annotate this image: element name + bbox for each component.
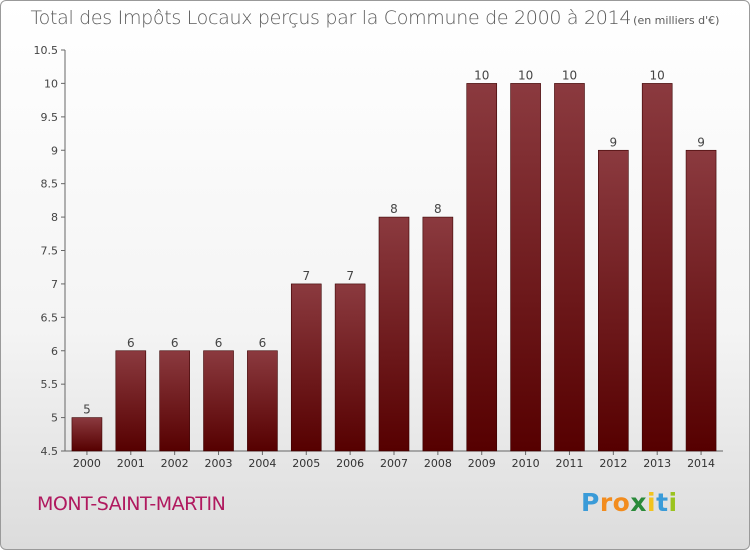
logo-letter: r [599, 488, 613, 517]
bar-value-label: 5 [83, 403, 91, 417]
x-tick-label: 2003 [205, 457, 233, 470]
x-tick-label: 2009 [468, 457, 496, 470]
bar [71, 417, 103, 452]
bar-value-label: 6 [215, 336, 223, 350]
y-tick-label: 6 [51, 345, 58, 358]
bar-value-label: 6 [171, 336, 179, 350]
bar [641, 83, 673, 452]
bar [378, 216, 410, 452]
bar [203, 350, 234, 452]
logo-letter: x [630, 488, 647, 517]
x-tick-label: 2013 [643, 457, 671, 470]
x-tick-label: 2011 [555, 457, 583, 470]
bar [554, 83, 585, 452]
x-tick-label: 2000 [73, 457, 101, 470]
bar [290, 283, 322, 452]
bar [334, 283, 366, 452]
bar-value-label: 10 [650, 68, 665, 82]
logo-letter: t [656, 488, 669, 517]
bar [598, 149, 629, 452]
y-tick-label: 7.5 [41, 245, 59, 258]
y-tick-label: 9 [51, 144, 58, 157]
bar-value-label: 8 [390, 202, 398, 216]
x-tick-label: 2005 [292, 457, 320, 470]
bar-value-label: 9 [697, 135, 705, 149]
proxiti-logo: Proxiti [581, 488, 678, 517]
logo-letter: i [668, 488, 678, 517]
bar [115, 350, 147, 452]
bar-value-label: 9 [610, 135, 618, 149]
bar [510, 83, 541, 452]
x-tick-label: 2014 [687, 457, 715, 470]
y-tick-label: 7 [51, 278, 58, 291]
bar-value-label: 10 [518, 68, 533, 82]
x-tick-label: 2006 [336, 457, 364, 470]
logo-letter: P [581, 488, 600, 517]
logo-letter: o [612, 488, 631, 517]
bar-value-label: 6 [127, 336, 135, 350]
y-tick-label: 5 [51, 412, 58, 425]
x-tick-label: 2004 [248, 457, 276, 470]
x-tick-label: 2012 [599, 457, 627, 470]
logo-letter: i [647, 488, 657, 517]
y-tick-label: 6.5 [41, 311, 59, 324]
bar-value-label: 8 [434, 202, 442, 216]
bar [685, 149, 717, 452]
x-tick-label: 2002 [161, 457, 189, 470]
bar-value-label: 6 [259, 336, 267, 350]
x-tick-label: 2007 [380, 457, 408, 470]
x-tick-label: 2001 [117, 457, 145, 470]
bar [247, 350, 278, 452]
chart-subtitle: (en milliers d'€) [633, 14, 720, 27]
bar-value-label: 7 [346, 269, 354, 283]
bar [159, 350, 190, 452]
chart-title-block: Total des Impôts Locaux perçus par la Co… [1, 7, 749, 29]
y-tick-label: 9.5 [41, 111, 59, 124]
bar-value-label: 10 [474, 68, 489, 82]
x-tick-label: 2010 [512, 457, 540, 470]
y-tick-label: 5.5 [41, 378, 59, 391]
bar [466, 83, 498, 452]
y-tick-label: 8 [51, 211, 58, 224]
bar-value-label: 7 [302, 269, 310, 283]
y-tick-label: 10 [44, 77, 58, 90]
x-tick-label: 2008 [424, 457, 452, 470]
y-tick-label: 8.5 [41, 178, 59, 191]
chart-title: Total des Impôts Locaux perçus par la Co… [30, 7, 632, 29]
y-tick-label: 10.5 [34, 44, 59, 57]
commune-name: MONT-SAINT-MARTIN [37, 493, 226, 515]
bar-value-label: 10 [562, 68, 577, 82]
y-tick-label: 4.5 [41, 445, 59, 458]
bar [422, 216, 454, 452]
